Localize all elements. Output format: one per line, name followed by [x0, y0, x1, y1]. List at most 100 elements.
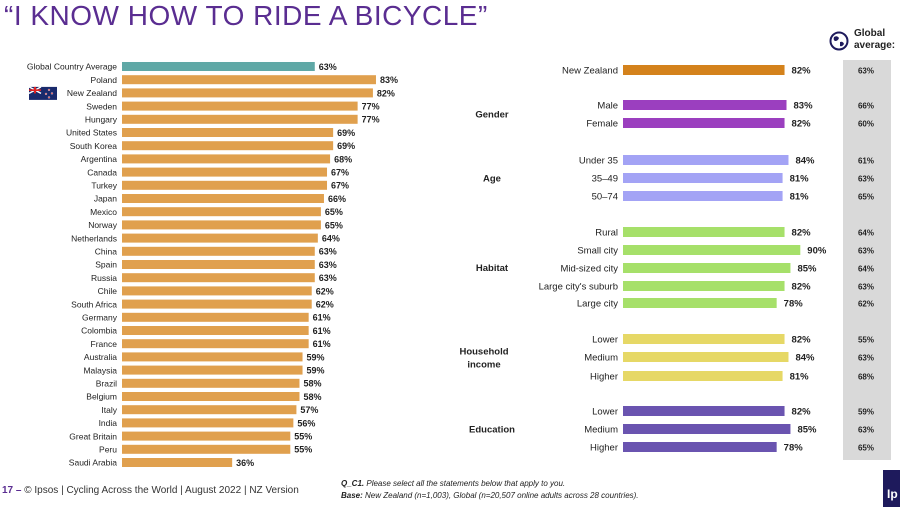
group-label: Education — [469, 425, 515, 436]
bar — [122, 88, 373, 98]
bar — [122, 246, 315, 256]
value-label: 82% — [792, 228, 812, 239]
value-label: 56% — [297, 418, 315, 428]
value-label: 61% — [313, 339, 331, 349]
bar — [122, 418, 294, 428]
category-label: Turkey — [91, 181, 117, 191]
bar — [122, 233, 318, 243]
global-value-label: 63% — [858, 354, 874, 363]
category-label: Chile — [98, 286, 118, 296]
bar — [623, 155, 789, 165]
bar — [122, 207, 321, 217]
category-label: Medium — [584, 424, 618, 435]
global-value-label: 63% — [858, 175, 874, 184]
global-value-label: 63% — [858, 247, 874, 256]
bar — [623, 281, 785, 291]
global-header-line-2: average: — [854, 40, 896, 51]
category-label: Lower — [592, 334, 618, 345]
value-label: 77% — [362, 115, 380, 125]
nz-flag-icon — [28, 86, 57, 100]
value-label: 59% — [307, 366, 325, 376]
global-value-label: 61% — [858, 157, 874, 166]
flag-star — [47, 96, 51, 99]
category-label: South Africa — [71, 299, 117, 309]
global-value-label: 60% — [858, 120, 874, 129]
group-label: Age — [483, 174, 501, 185]
category-label: Germany — [82, 313, 118, 323]
category-label: Belgium — [86, 392, 117, 402]
bar — [122, 180, 328, 190]
value-label: 81% — [790, 372, 810, 383]
group-label: Habitat — [476, 263, 509, 274]
global-value-label: 65% — [858, 193, 874, 202]
bar — [122, 392, 300, 401]
bar — [122, 312, 309, 322]
value-label: 58% — [303, 392, 321, 402]
category-label: Brazil — [96, 379, 117, 389]
category-label: Mid-sized city — [560, 263, 618, 274]
bar — [122, 339, 309, 349]
flag-star — [44, 92, 48, 96]
value-label: 82% — [792, 119, 812, 130]
bar — [122, 260, 315, 269]
bar — [122, 458, 233, 467]
value-label: 55% — [294, 432, 312, 442]
category-label: Higher — [590, 371, 618, 382]
category-label: India — [99, 418, 118, 428]
value-label: 77% — [362, 102, 380, 112]
flag-star — [50, 92, 54, 95]
value-label: 55% — [294, 445, 312, 455]
value-label: 61% — [313, 313, 331, 323]
question-text: Please select all the statements below t… — [366, 479, 566, 488]
global-value-label: 62% — [858, 300, 874, 309]
group-label-line: Household — [459, 347, 508, 358]
category-label: 50–74 — [592, 191, 618, 202]
bar — [623, 65, 785, 75]
value-label: 78% — [784, 299, 804, 310]
category-label: New Zealand — [562, 65, 618, 76]
category-label: New Zealand — [67, 88, 117, 98]
value-label: 62% — [316, 286, 334, 296]
global-value-label: 63% — [858, 426, 874, 435]
bar — [623, 334, 785, 344]
bar — [122, 273, 315, 283]
category-label: Medium — [584, 352, 618, 363]
bar — [122, 431, 291, 441]
bar — [623, 227, 785, 237]
bar — [122, 286, 312, 296]
value-label: 63% — [319, 62, 337, 72]
category-label: Netherlands — [71, 233, 117, 243]
value-label: 59% — [307, 352, 325, 362]
global-value-label: 64% — [858, 265, 874, 274]
bar — [122, 114, 358, 124]
footer: 17 – © Ipsos | Cycling Across the World … — [2, 485, 299, 496]
global-value-label: 55% — [858, 336, 874, 345]
value-label: 82% — [792, 282, 812, 293]
category-label: Rural — [595, 227, 618, 238]
bar — [122, 128, 334, 137]
global-average-column — [843, 60, 891, 460]
value-label: 58% — [303, 379, 321, 389]
category-label: Argentina — [81, 154, 118, 164]
bar — [623, 118, 785, 128]
category-label: Male — [597, 100, 618, 111]
bar — [623, 245, 801, 255]
base-text: New Zealand (n=1,003), Global (n=20,507 … — [365, 491, 639, 500]
category-label: Saudi Arabia — [69, 458, 117, 468]
value-label: 84% — [795, 353, 815, 364]
global-value-label: 68% — [858, 373, 874, 382]
value-label: 81% — [790, 174, 810, 185]
page-number: 17 – — [2, 485, 22, 496]
category-label: Malaysia — [83, 365, 117, 375]
bar — [122, 299, 312, 309]
category-label: Great Britain — [69, 431, 117, 441]
value-label: 64% — [322, 234, 340, 244]
bar — [122, 352, 303, 362]
value-label: 82% — [792, 335, 812, 346]
category-label: Under 35 — [579, 155, 618, 166]
category-label: Global Country Average — [27, 62, 117, 72]
bar — [623, 371, 783, 381]
value-label: 82% — [377, 88, 395, 98]
category-label: United States — [66, 128, 117, 138]
